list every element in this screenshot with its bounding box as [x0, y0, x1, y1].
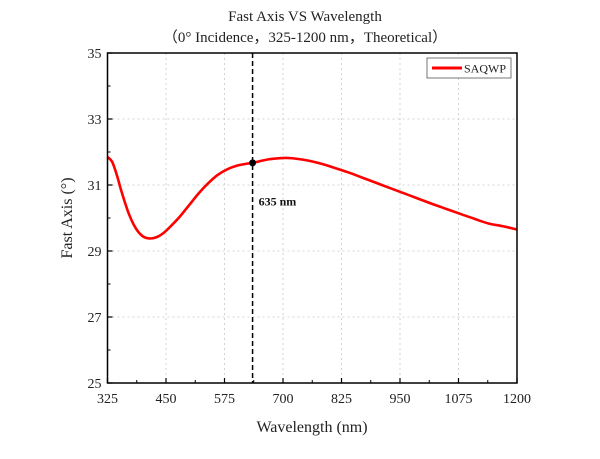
x-axis-label: Wavelength (nm)	[256, 419, 367, 436]
series-line-saqwp	[106, 155, 518, 240]
y-tick-label: 29	[88, 245, 102, 260]
x-tick-label: 325	[97, 392, 118, 407]
y-tick-label: 27	[88, 311, 102, 326]
y-tick-label: 35	[88, 47, 102, 62]
y-tick-label: 25	[88, 377, 102, 392]
annotation-label: 635 nm	[259, 195, 297, 209]
x-tick-label: 575	[214, 392, 235, 407]
y-tick-label: 33	[88, 113, 102, 128]
x-tick-label: 1200	[503, 392, 531, 407]
x-tick-label: 1075	[445, 392, 473, 407]
plot-frame	[106, 52, 518, 384]
series-layer	[106, 155, 518, 240]
annotation-marker	[249, 159, 257, 167]
legend-box	[426, 57, 512, 79]
legend: SAQWP	[426, 57, 512, 79]
axes	[106, 52, 518, 384]
x-ticks: 325 450 575 700 825 950 1075 1200	[97, 378, 531, 407]
chart-title: Fast Axis VS Wavelength	[228, 9, 382, 25]
legend-label-saqwp: SAQWP	[464, 62, 506, 76]
y-axis-label: Fast Axis (°)	[59, 177, 76, 258]
x-tick-label: 950	[390, 392, 411, 407]
grid	[107, 53, 517, 383]
y-tick-label: 31	[88, 179, 102, 194]
y-ticks: 25 27 29 31 33 35	[88, 47, 113, 392]
x-tick-label: 825	[331, 392, 352, 407]
x-tick-label: 450	[156, 392, 177, 407]
x-tick-label: 700	[273, 392, 294, 407]
chart-subtitle: （0° Incidence，325-1200 nm，Theoretical）	[163, 29, 447, 46]
annotation-layer: 635 nm	[251, 53, 297, 383]
